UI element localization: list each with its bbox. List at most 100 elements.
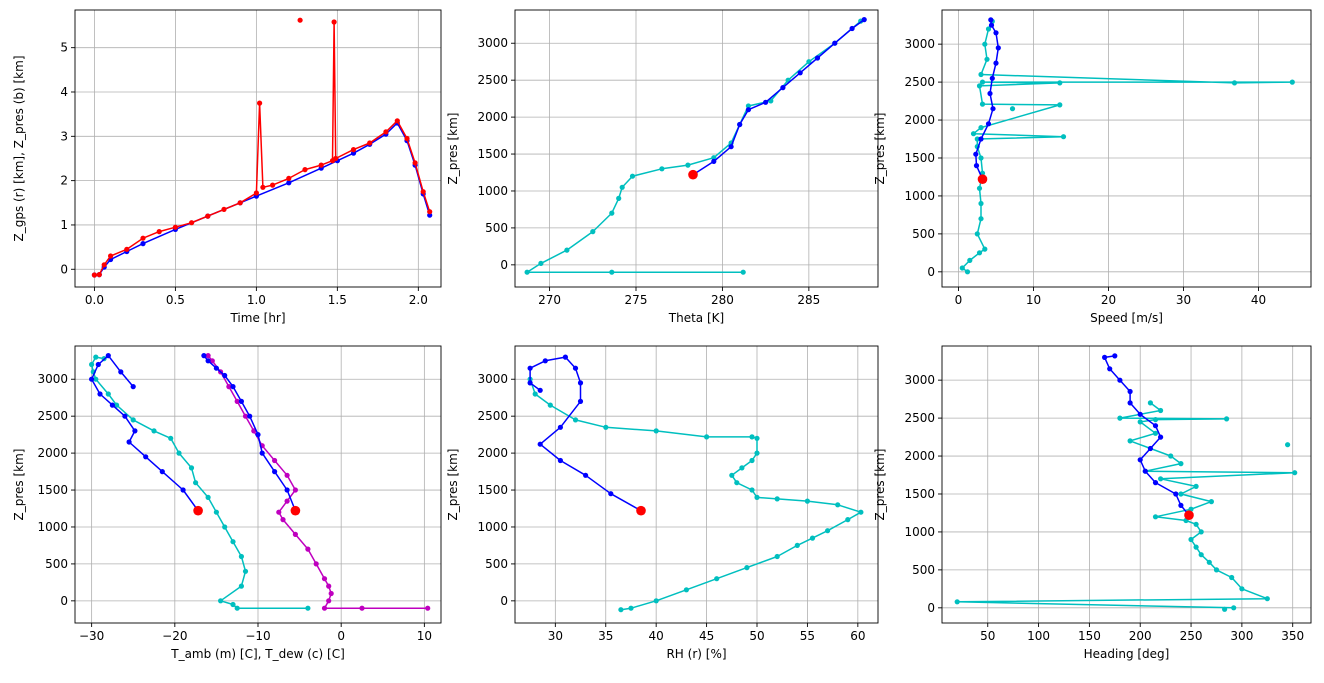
data-point (1178, 502, 1184, 508)
data-point (114, 402, 120, 408)
data-point (286, 180, 292, 186)
data-point (1158, 434, 1164, 440)
data-point (1117, 377, 1123, 383)
data-point (557, 424, 564, 430)
y-tick-label: 1500 (477, 147, 508, 161)
y-tick-label: 2500 (904, 411, 935, 425)
x-tick-label: 300 (1230, 629, 1253, 643)
data-point (653, 598, 659, 604)
data-point (572, 365, 579, 371)
data-point (209, 358, 215, 364)
data-point (711, 158, 717, 164)
data-point (126, 439, 132, 445)
y-axis-label: Z_pres [km] (873, 113, 887, 185)
y-tick-label: 0 (927, 265, 935, 279)
data-point (978, 200, 984, 207)
y-axis-label: Z_pres [km] (873, 449, 887, 521)
data-point (96, 272, 102, 278)
data-point (984, 56, 990, 62)
y-tick-label: 1000 (904, 525, 935, 539)
data-point (180, 487, 186, 493)
y-tick-label: 3000 (477, 372, 508, 386)
data-point (754, 435, 760, 441)
data-point (255, 432, 261, 438)
data-point (987, 90, 993, 97)
x-tick-label: 0 (337, 629, 345, 643)
data-point (89, 361, 95, 368)
x-tick-label: 40 (1251, 293, 1266, 307)
y-tick-label: 2000 (904, 449, 935, 463)
data-point (130, 384, 136, 390)
data-point (744, 565, 750, 571)
data-point (108, 253, 114, 259)
data-point (270, 182, 276, 188)
data-point (318, 162, 324, 168)
data-point (978, 136, 984, 142)
data-point (982, 246, 988, 252)
data-point (394, 118, 400, 124)
x-tick-label: 1.5 (328, 293, 347, 307)
x-axis-label: Theta [K] (668, 311, 724, 325)
data-point (749, 457, 755, 464)
data-point (797, 70, 803, 76)
data-point (763, 99, 769, 105)
data-point (234, 605, 240, 611)
data-point (1188, 536, 1194, 543)
data-point (990, 106, 996, 112)
data-point (618, 607, 624, 613)
data-point (1168, 453, 1174, 459)
data-point (1285, 442, 1291, 448)
data-point (976, 250, 983, 256)
y-tick-label: 2500 (477, 409, 508, 423)
x-tick-label: 35 (598, 629, 613, 643)
data-point (313, 561, 319, 567)
data-point (333, 155, 339, 162)
data-point (737, 121, 743, 128)
data-point (242, 568, 249, 574)
data-point (974, 136, 980, 142)
y-tick-label: 1000 (37, 520, 68, 534)
data-point (774, 553, 780, 560)
data-point (1060, 134, 1067, 140)
subplot-4: −30 −20 −10 0 10 0 500 1000 1500 2000 2500 3000 T_am… (12, 345, 442, 661)
data-point (608, 491, 614, 497)
data-point (253, 190, 259, 196)
y-tick-label: 4 (60, 85, 68, 99)
x-tick-label: 0 (955, 293, 963, 307)
data-point (222, 524, 228, 530)
y-axis-label: Z_pres [km] (446, 113, 460, 185)
x-tick-label: 270 (538, 293, 561, 307)
data-point (979, 101, 986, 107)
y-tick-label: 1000 (904, 189, 935, 203)
data-point (1112, 353, 1118, 359)
x-tick-label: 50 (749, 629, 764, 643)
data-point (739, 465, 745, 471)
series-line (1103, 355, 1190, 516)
data-point (988, 22, 995, 28)
data-point (982, 41, 988, 47)
data-point (749, 434, 755, 440)
y-tick-label: 0 (500, 258, 508, 272)
y-tick-label: 3000 (477, 36, 508, 50)
data-point (272, 469, 278, 475)
data-point (305, 605, 311, 611)
data-point (954, 599, 960, 605)
y-tick-label: 2000 (477, 110, 508, 124)
data-point (238, 583, 244, 589)
data-point (257, 100, 263, 106)
data-point (728, 144, 734, 150)
y-tick-label: 0 (500, 594, 508, 608)
data-point (527, 365, 533, 371)
data-point (124, 246, 130, 252)
data-point (156, 229, 162, 235)
x-tick-label: 45 (699, 629, 714, 643)
data-point (973, 151, 979, 157)
data-point (321, 605, 328, 611)
y-tick-label: 2000 (904, 113, 935, 127)
x-axis-label: Heading [deg] (1084, 647, 1170, 661)
x-axis-label: Speed [m/s] (1090, 311, 1163, 325)
data-point (331, 19, 337, 25)
x-tick-label: 0.5 (166, 293, 185, 307)
data-point (1142, 468, 1148, 474)
